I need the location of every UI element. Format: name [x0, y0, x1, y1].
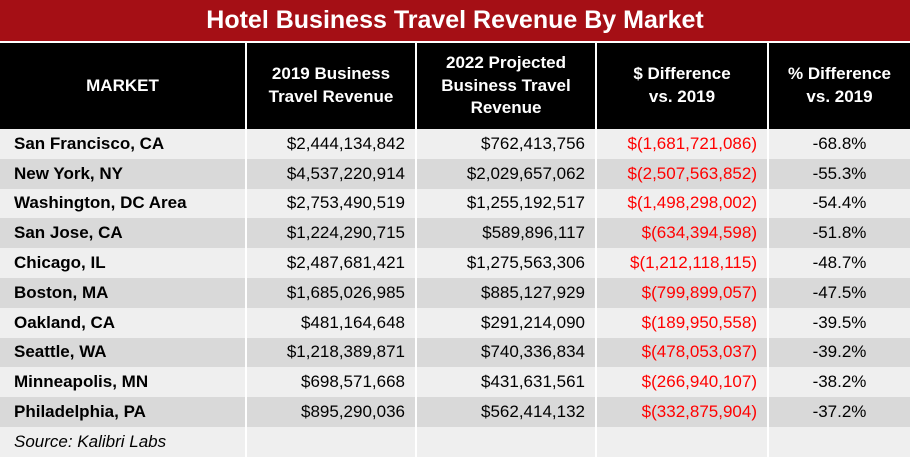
dollar-difference-cell: $(1,681,721,086): [595, 129, 768, 159]
revenue-2019-cell: $2,444,134,842: [245, 129, 416, 159]
percent-difference-cell: -48.7%: [767, 248, 910, 278]
dollar-difference-cell: $(478,053,037): [595, 337, 768, 368]
column-header-2019-revenue: 2019 Business Travel Revenue: [245, 43, 416, 129]
percent-difference-cell: -38.2%: [767, 367, 910, 398]
market-cell: Oakland, CA: [0, 307, 246, 338]
market-cell: Minneapolis, MN: [0, 367, 246, 398]
revenue-2022-cell: $431,631,561: [415, 367, 596, 398]
revenue-table: MARKET 2019 Business Travel Revenue 2022 …: [0, 43, 910, 457]
column-header-2022-revenue: 2022 Projected Business Travel Revenue: [415, 43, 596, 129]
revenue-2022-cell: $762,413,756: [415, 129, 596, 159]
column-header-dollar-difference: $ Difference vs. 2019: [595, 43, 768, 129]
header-row: MARKET 2019 Business Travel Revenue 2022 …: [0, 43, 910, 129]
dollar-difference-cell: $(1,498,298,002): [595, 188, 768, 219]
table-title: Hotel Business Travel Revenue By Market: [0, 0, 910, 43]
percent-difference-cell: -54.4%: [767, 188, 910, 219]
market-cell: Philadelphia, PA: [0, 397, 246, 427]
revenue-2019-cell: $4,537,220,914: [245, 158, 416, 189]
market-cell: Seattle, WA: [0, 337, 246, 368]
revenue-2019-cell: $1,224,290,715: [245, 218, 416, 249]
market-cell: Washington, DC Area: [0, 188, 246, 219]
dollar-difference-cell: $(189,950,558): [595, 307, 768, 338]
market-cell: Boston, MA: [0, 277, 246, 308]
revenue-2022-cell: $2,029,657,062: [415, 158, 596, 189]
table-row: San Jose, CA $1,224,290,715 $589,896,117 $(…: [0, 218, 910, 249]
dollar-difference-cell: $(2,507,563,852): [595, 158, 768, 189]
dollar-difference-cell: $(1,212,118,115): [595, 248, 768, 278]
revenue-2019-cell: $1,218,389,871: [245, 337, 416, 368]
empty-cell: [415, 426, 596, 457]
revenue-2022-cell: $291,214,090: [415, 307, 596, 338]
percent-difference-cell: -55.3%: [767, 158, 910, 189]
dollar-difference-cell: $(332,875,904): [595, 397, 768, 427]
revenue-2019-cell: $1,685,026,985: [245, 277, 416, 308]
revenue-2022-cell: $1,275,563,306: [415, 248, 596, 278]
percent-difference-cell: -37.2%: [767, 397, 910, 427]
dollar-difference-cell: $(634,394,598): [595, 218, 768, 249]
table-body: San Francisco, CA $2,444,134,842 $762,413,…: [0, 129, 910, 457]
revenue-2022-cell: $562,414,132: [415, 397, 596, 427]
percent-difference-cell: -68.8%: [767, 129, 910, 159]
revenue-2019-cell: $2,487,681,421: [245, 248, 416, 278]
empty-cell: [767, 426, 910, 457]
dollar-difference-cell: $(266,940,107): [595, 367, 768, 398]
revenue-2022-cell: $589,896,117: [415, 218, 596, 249]
revenue-2019-cell: $895,290,036: [245, 397, 416, 427]
revenue-2022-cell: $885,127,929: [415, 277, 596, 308]
empty-cell: [245, 426, 416, 457]
percent-difference-cell: -39.2%: [767, 337, 910, 368]
table-row: Boston, MA $1,685,026,985 $885,127,929 $(79…: [0, 277, 910, 308]
market-cell: San Francisco, CA: [0, 129, 246, 159]
source-row: Source: Kalibri Labs: [0, 426, 910, 457]
revenue-2019-cell: $698,571,668: [245, 367, 416, 398]
source-note: Source: Kalibri Labs: [0, 426, 246, 457]
market-cell: New York, NY: [0, 158, 246, 189]
dollar-difference-cell: $(799,899,057): [595, 277, 768, 308]
column-header-market: MARKET: [0, 43, 246, 129]
market-cell: Chicago, IL: [0, 248, 246, 278]
revenue-2022-cell: $1,255,192,517: [415, 188, 596, 219]
table-row: New York, NY $4,537,220,914 $2,029,657,062…: [0, 158, 910, 189]
table-row: Seattle, WA $1,218,389,871 $740,336,834 $(4…: [0, 337, 910, 368]
percent-difference-cell: -47.5%: [767, 277, 910, 308]
revenue-2022-cell: $740,336,834: [415, 337, 596, 368]
table-row: Minneapolis, MN $698,571,668 $431,631,561 $…: [0, 367, 910, 398]
column-header-percent-difference: % Difference vs. 2019: [767, 43, 910, 129]
table-row: Chicago, IL $2,487,681,421 $1,275,563,306 $…: [0, 248, 910, 278]
table-row: San Francisco, CA $2,444,134,842 $762,413,…: [0, 129, 910, 159]
table-row: Washington, DC Area $2,753,490,519 $1,255,…: [0, 188, 910, 219]
table-row: Oakland, CA $481,164,648 $291,214,090 $(189…: [0, 307, 910, 338]
table-row: Philadelphia, PA $895,290,036 $562,414,132…: [0, 397, 910, 427]
empty-cell: [595, 426, 768, 457]
percent-difference-cell: -39.5%: [767, 307, 910, 338]
revenue-2019-cell: $481,164,648: [245, 307, 416, 338]
revenue-2019-cell: $2,753,490,519: [245, 188, 416, 219]
percent-difference-cell: -51.8%: [767, 218, 910, 249]
market-cell: San Jose, CA: [0, 218, 246, 249]
